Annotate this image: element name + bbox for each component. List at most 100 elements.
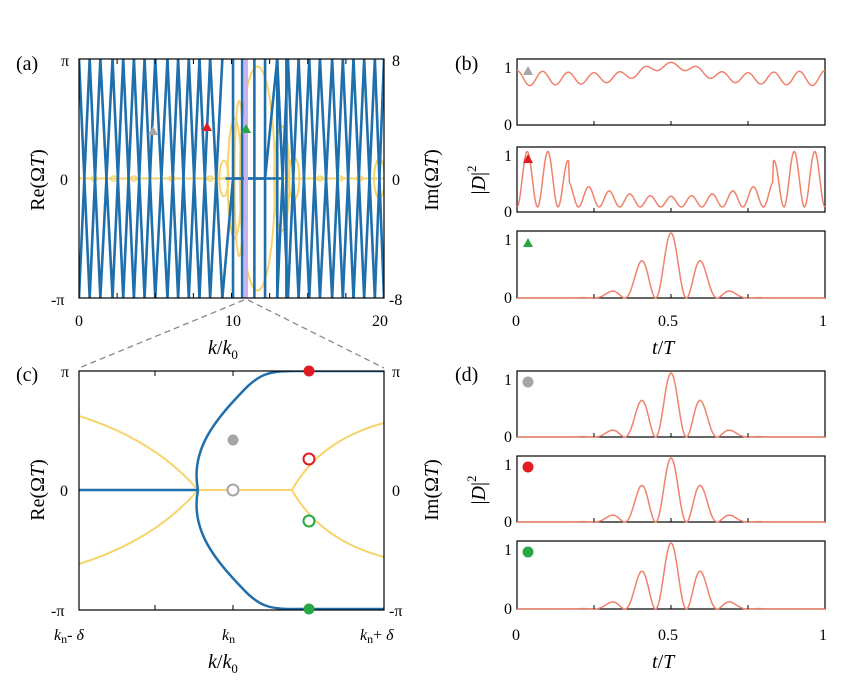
re-zigzag-segment [362,59,377,298]
y2tick-a-neg8: -8 [389,292,402,309]
gray-triangle-marker [148,126,158,135]
y2tick-c-neg-pi: -π [389,603,402,620]
ytick-1: 1 [504,457,512,474]
re-zigzag-segment [330,59,345,298]
plots-d: 1 0 1 0 1 0 [504,370,826,618]
green-triangle-marker [241,124,251,133]
plots-b: 1 0 1 0 1 0 [504,58,826,307]
re-zigzag-segment [263,59,279,179]
subplot-frame [516,370,826,438]
gray-open-marker [226,483,240,497]
xtick-a-10: 10 [225,313,241,330]
gray-triangle-marker [523,66,533,75]
axes-frame-c [78,370,385,611]
re-branches [79,59,384,298]
green-circle-marker [522,546,534,558]
re-zigzag-segment [79,59,91,298]
red-triangle-marker [523,154,533,163]
y2tick-a-0: 0 [392,172,400,189]
re-zigzag-segment [176,59,191,298]
re-zigzag-segment [341,59,355,298]
xtick-d-1: 1 [819,627,827,644]
xtick-c-left: kn- δ [54,627,84,646]
ytick-1: 1 [504,148,512,165]
ytick-c-0: 0 [60,483,68,500]
red-circle-marker [522,461,534,473]
y2tick-c-0: 0 [392,483,400,500]
panel-label-b: (b) [455,53,478,75]
re-zigzag-segment [88,59,102,298]
re-zigzag-segment [297,59,311,298]
re-zigzag-segment [318,59,334,298]
red-filled-marker [303,365,315,377]
ytick-c-neg-pi: -π [51,603,64,620]
re-zigzag-segment [198,59,212,298]
green-open-marker [302,514,316,528]
ytick-a-pi: π [61,53,69,70]
re-zigzag-segment [221,178,235,298]
xlabel-c: k/k0 [208,651,238,676]
ylabel-d: |D|2 [464,476,490,505]
re-zigzag-segment [153,59,169,298]
xtick-b-1: 1 [819,313,827,330]
panel-b: (b) 1 0 1 0 1 0 |D|2 0 0.5 1 t/T [455,53,827,359]
ytick-0: 0 [504,117,512,134]
ytick-1: 1 [504,60,512,77]
intensity-trace [517,542,825,610]
panel-d: (d) 1 0 1 0 1 0 |D|2 0 0.5 1 t/T [455,364,827,673]
re-zigzag-segment [111,59,125,298]
intensity-trace [516,61,826,87]
ytick-a-neg-pi: -π [51,292,64,309]
panel-label-c: (c) [16,364,38,386]
xlabel-b: t/T [652,337,676,359]
re-zigzag-segment [121,59,136,298]
im-gap-bubble [206,175,214,182]
gray-filled-marker [227,434,239,446]
ytick-0: 0 [504,290,512,307]
re-zigzag-segment [187,59,201,298]
subplot-frame [516,230,826,299]
xtick-b-0: 0 [512,313,520,330]
ytick-a-0: 0 [60,172,68,189]
re-curve-lower [195,489,384,610]
intensity-trace [516,150,826,208]
ytick-0: 0 [504,429,512,446]
im-gap-bubble [130,175,138,182]
xtick-c-mid: kn [222,627,235,646]
xtick-a-20: 20 [372,313,388,330]
ytick-1: 1 [504,542,512,559]
panel-a: (a) π 0 -π 8 0 -8 0 10 20 k/k0 Re(ΩT) Im… [16,53,443,362]
im-curve-right [290,422,384,558]
re-zigzag-segment [99,59,114,298]
re-zigzag-segment [208,59,224,298]
intensity-trace [517,372,825,438]
re-zigzag-segment [352,59,366,298]
green-filled-marker [303,603,315,615]
ylabel-a: Re(ΩT) [27,149,49,211]
y2label-a: Im(ΩT) [421,149,443,211]
panel-label-d: (d) [455,364,478,386]
xlabel-a: k/k0 [208,337,238,362]
y2label-c: Im(ΩT) [421,459,443,521]
panel-c: (c) π 0 -π π 0 -π kn- δ kn kn+ δ k/k0 Re… [16,364,443,676]
ytick-0: 0 [504,204,512,221]
panel-label-a: (a) [16,53,38,75]
re-curve-upper [195,371,384,491]
subplot-frame [516,58,826,126]
ylabel-b: |D|2 [464,166,490,195]
re-zigzag-segment [143,59,157,298]
xtick-d-05: 0.5 [658,627,678,644]
green-triangle-marker [523,238,533,247]
xtick-d-0: 0 [512,627,520,644]
xlabel-d: t/T [652,651,676,673]
xtick-c-right: kn+ δ [360,627,394,646]
red-triangle-marker [202,122,212,131]
red-open-marker [302,452,316,466]
subplot-frame [516,540,826,610]
xtick-a-0: 0 [75,313,83,330]
subplot-frame [516,455,826,523]
ytick-0: 0 [504,601,512,618]
re-zigzag-segment [307,59,322,298]
y2tick-c-pi: π [392,364,400,381]
